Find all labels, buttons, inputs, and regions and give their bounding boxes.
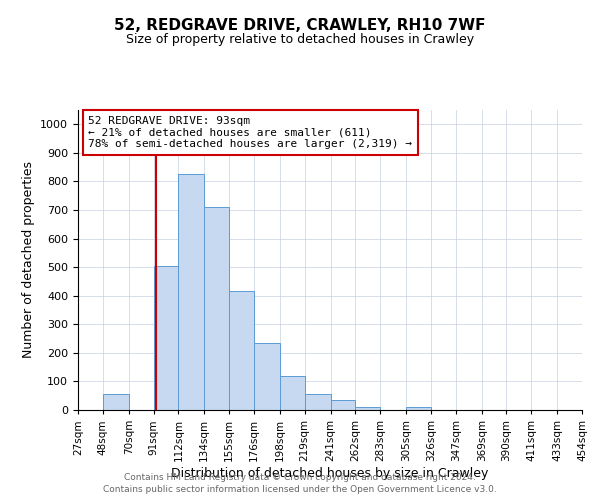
Bar	[254, 344, 280, 410]
Bar	[103, 394, 129, 410]
Bar	[154, 266, 178, 410]
Text: Contains HM Land Registry data © Crown copyright and database right 2024.: Contains HM Land Registry data © Crown c…	[124, 473, 476, 482]
Bar	[355, 406, 380, 410]
Bar	[178, 174, 204, 410]
Bar	[280, 376, 305, 410]
Text: Size of property relative to detached houses in Crawley: Size of property relative to detached ho…	[126, 32, 474, 46]
Bar	[229, 292, 254, 410]
Text: 52 REDGRAVE DRIVE: 93sqm
← 21% of detached houses are smaller (611)
78% of semi-: 52 REDGRAVE DRIVE: 93sqm ← 21% of detach…	[88, 116, 412, 149]
Bar	[204, 207, 229, 410]
Bar	[305, 394, 331, 410]
X-axis label: Distribution of detached houses by size in Crawley: Distribution of detached houses by size …	[172, 466, 488, 479]
Bar	[331, 400, 355, 410]
Text: Contains public sector information licensed under the Open Government Licence v3: Contains public sector information licen…	[103, 486, 497, 494]
Bar	[406, 406, 431, 410]
Text: 52, REDGRAVE DRIVE, CRAWLEY, RH10 7WF: 52, REDGRAVE DRIVE, CRAWLEY, RH10 7WF	[114, 18, 486, 32]
Y-axis label: Number of detached properties: Number of detached properties	[22, 162, 35, 358]
